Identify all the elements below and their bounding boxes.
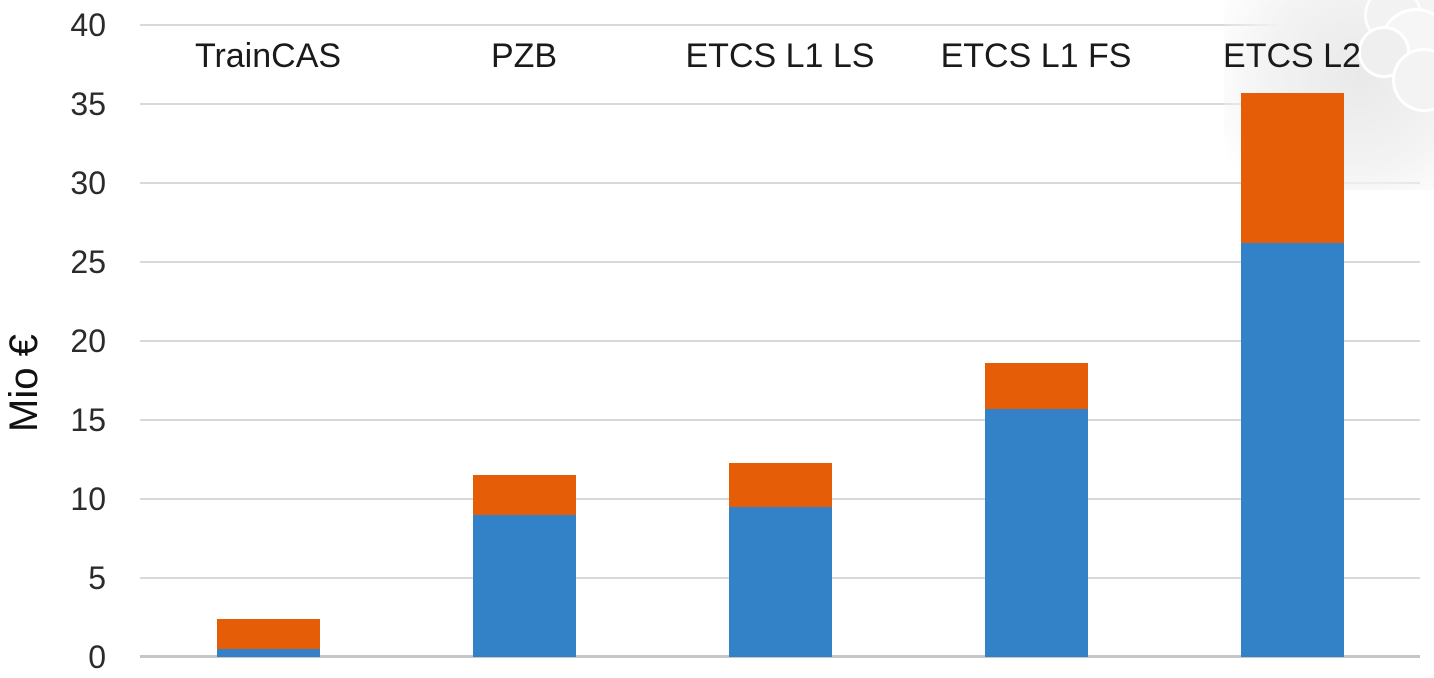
category-label: TrainCAS xyxy=(194,37,342,75)
y-tick-label: 30 xyxy=(70,165,106,201)
gridline xyxy=(140,182,1420,184)
category-label: ETCS L1 LS xyxy=(685,37,875,75)
bar-segment-orange xyxy=(216,619,320,650)
category-label: ETCS L2 xyxy=(1223,37,1361,75)
bar-segment-orange xyxy=(728,462,832,507)
bar-segment-orange xyxy=(984,363,1088,409)
y-tick-label: 0 xyxy=(88,639,106,675)
bar-segment-orange xyxy=(472,475,576,515)
bar-segment-blue xyxy=(472,514,576,657)
y-tick-label: 20 xyxy=(70,323,106,359)
y-tick-label: 35 xyxy=(70,86,106,122)
bar-segment-blue xyxy=(216,649,320,657)
gridline xyxy=(140,261,1420,263)
gridline xyxy=(140,340,1420,342)
gridline xyxy=(140,103,1420,105)
y-tick-label: 5 xyxy=(88,560,106,596)
y-tick-label: 15 xyxy=(70,402,106,438)
bar-segment-blue xyxy=(984,408,1088,657)
bar-segment-blue xyxy=(728,506,832,657)
y-tick-label: 40 xyxy=(70,7,106,43)
y-tick-label: 25 xyxy=(70,244,106,280)
bar-segment-blue xyxy=(1240,243,1344,657)
category-label: PZB xyxy=(490,37,558,75)
gridline xyxy=(140,24,1420,26)
gridline xyxy=(140,419,1420,421)
category-label: ETCS L1 FS xyxy=(940,37,1132,75)
y-tick-label: 10 xyxy=(70,481,106,517)
